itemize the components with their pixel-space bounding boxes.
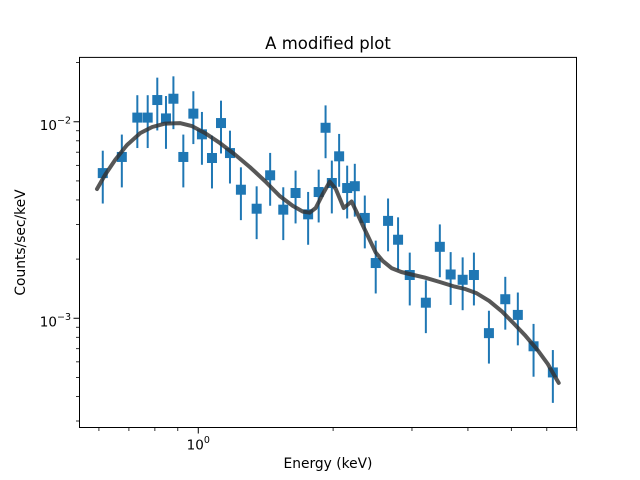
data-point-marker <box>235 184 246 195</box>
y-tick-label: 10−3 <box>40 312 71 331</box>
data-point-marker <box>334 151 345 162</box>
chart-title: A modified plot <box>265 34 391 53</box>
data-point-marker <box>278 204 289 215</box>
data-point-marker <box>370 258 381 269</box>
data-point-marker <box>290 187 301 198</box>
data-point-marker <box>168 93 179 104</box>
x-axis-label: Energy (keV) <box>284 456 373 472</box>
data-point-marker <box>216 118 227 129</box>
data-point-marker <box>251 203 262 214</box>
data-point-marker <box>349 181 360 192</box>
data-point-marker <box>313 187 324 198</box>
data-point-marker <box>152 95 163 106</box>
x-tick-label: 100 <box>187 435 210 454</box>
data-point-marker <box>206 153 217 164</box>
data-point-marker <box>265 170 276 181</box>
data-point-marker <box>393 234 404 245</box>
data-point-marker <box>359 212 370 223</box>
data-point-marker <box>445 269 456 280</box>
data-point-marker <box>420 297 431 308</box>
data-point-marker <box>457 274 468 285</box>
data-point-marker <box>342 183 353 194</box>
data-point-marker <box>512 309 523 320</box>
data-point-marker <box>468 270 479 281</box>
data-point-marker <box>483 328 494 339</box>
data-point-marker <box>383 215 394 226</box>
y-tick-label: 10−2 <box>40 115 71 134</box>
data-point-marker <box>97 168 108 179</box>
data-point-marker <box>160 113 171 124</box>
data-point-marker <box>188 108 199 119</box>
data-point-marker <box>196 129 207 140</box>
data-point-marker <box>434 241 445 252</box>
plot-area: 100 10−2 10−3 <box>40 56 578 454</box>
model-line <box>95 121 561 385</box>
data-point-marker <box>320 122 331 133</box>
data-point-marker <box>500 294 511 305</box>
y-axis-label: Counts/sec/keV <box>13 189 29 296</box>
data-point-marker <box>142 112 153 123</box>
data-point-marker <box>132 112 143 123</box>
axes-spines <box>79 56 577 429</box>
data-point-marker <box>178 151 189 162</box>
data-point-marker <box>116 151 127 162</box>
